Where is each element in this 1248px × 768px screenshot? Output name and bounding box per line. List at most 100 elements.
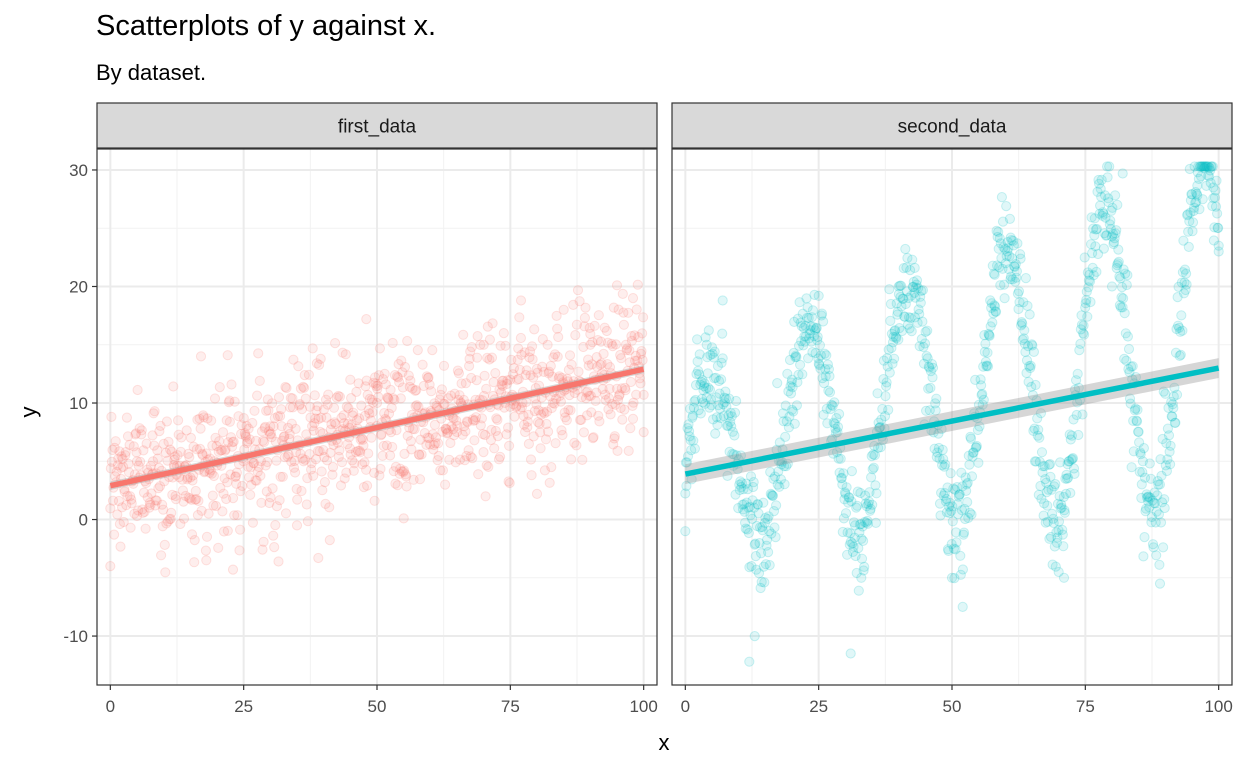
data-point bbox=[1082, 311, 1093, 322]
data-point bbox=[1027, 340, 1038, 351]
data-point bbox=[779, 479, 790, 490]
data-point bbox=[633, 332, 644, 343]
data-point bbox=[862, 518, 874, 529]
data-point bbox=[253, 348, 264, 359]
data-point bbox=[792, 313, 804, 324]
data-point bbox=[1155, 454, 1166, 465]
data-point bbox=[796, 321, 807, 332]
data-point bbox=[348, 407, 359, 418]
data-point bbox=[1078, 320, 1089, 331]
data-point bbox=[958, 529, 969, 540]
data-point bbox=[617, 288, 628, 299]
data-point bbox=[1131, 416, 1143, 427]
data-point bbox=[259, 436, 270, 448]
data-point bbox=[618, 319, 630, 330]
data-point bbox=[798, 340, 809, 351]
data-point bbox=[763, 511, 774, 522]
data-point bbox=[911, 275, 923, 286]
data-point bbox=[755, 582, 766, 594]
data-point bbox=[460, 378, 471, 389]
data-point bbox=[897, 325, 908, 337]
data-point bbox=[585, 328, 596, 340]
data-point bbox=[904, 323, 915, 334]
data-point bbox=[1024, 361, 1035, 372]
data-point bbox=[963, 450, 974, 461]
data-point bbox=[830, 423, 841, 434]
data-point bbox=[900, 298, 911, 310]
data-point bbox=[267, 483, 278, 494]
data-point bbox=[185, 432, 196, 443]
data-point bbox=[867, 464, 878, 475]
data-point bbox=[1195, 161, 1206, 172]
data-point bbox=[292, 494, 303, 505]
data-point bbox=[1064, 456, 1075, 467]
data-point bbox=[1003, 243, 1014, 254]
data-point bbox=[1023, 341, 1034, 352]
data-point bbox=[600, 395, 611, 406]
data-point bbox=[356, 433, 367, 444]
data-point bbox=[698, 385, 709, 396]
data-point bbox=[385, 450, 396, 461]
data-point bbox=[615, 349, 626, 361]
data-point bbox=[149, 440, 160, 451]
data-point bbox=[795, 317, 806, 328]
data-point bbox=[438, 360, 450, 371]
data-point bbox=[608, 302, 619, 313]
data-point bbox=[1033, 489, 1044, 500]
data-point bbox=[1020, 273, 1032, 284]
data-point bbox=[802, 302, 813, 313]
data-point bbox=[800, 331, 812, 342]
data-point bbox=[970, 442, 981, 453]
data-point bbox=[546, 462, 557, 473]
data-point bbox=[1096, 191, 1107, 202]
data-point bbox=[131, 447, 142, 458]
data-point bbox=[1143, 496, 1154, 507]
data-point bbox=[339, 473, 350, 484]
data-point bbox=[177, 485, 188, 496]
data-point bbox=[284, 433, 295, 444]
data-point bbox=[980, 356, 992, 367]
data-point bbox=[1075, 338, 1086, 349]
data-point bbox=[680, 457, 692, 468]
data-point bbox=[699, 378, 710, 389]
data-point bbox=[169, 454, 180, 465]
data-point bbox=[690, 394, 701, 406]
data-point bbox=[1201, 161, 1213, 172]
data-point bbox=[1018, 297, 1029, 308]
data-point bbox=[247, 517, 258, 528]
data-point bbox=[142, 464, 153, 475]
data-point bbox=[264, 497, 275, 509]
data-point bbox=[1148, 542, 1159, 553]
data-point bbox=[238, 413, 249, 424]
data-point bbox=[1190, 187, 1201, 198]
data-point bbox=[486, 352, 498, 363]
data-point bbox=[522, 416, 533, 427]
data-point bbox=[808, 322, 819, 333]
data-point bbox=[160, 567, 171, 578]
data-point bbox=[291, 520, 303, 531]
y-tick-label: 10 bbox=[69, 394, 88, 413]
data-point bbox=[133, 505, 144, 516]
data-point bbox=[452, 420, 463, 431]
data-point bbox=[1165, 459, 1176, 470]
data-point bbox=[916, 333, 927, 345]
data-point bbox=[1160, 388, 1171, 399]
data-point bbox=[198, 410, 209, 421]
data-point bbox=[979, 346, 990, 357]
data-point bbox=[513, 343, 524, 354]
data-point bbox=[246, 479, 257, 490]
data-point bbox=[1079, 329, 1090, 340]
data-point bbox=[989, 301, 1001, 312]
data-point bbox=[1051, 527, 1062, 538]
data-point bbox=[832, 421, 844, 433]
data-point bbox=[1117, 168, 1128, 179]
data-point bbox=[1119, 353, 1130, 364]
data-point bbox=[553, 331, 564, 343]
data-point bbox=[158, 438, 169, 449]
data-point bbox=[833, 453, 844, 464]
data-point bbox=[856, 533, 867, 544]
data-point bbox=[973, 399, 985, 410]
data-point bbox=[774, 437, 785, 448]
data-point bbox=[1138, 443, 1150, 454]
data-point bbox=[1021, 355, 1033, 366]
